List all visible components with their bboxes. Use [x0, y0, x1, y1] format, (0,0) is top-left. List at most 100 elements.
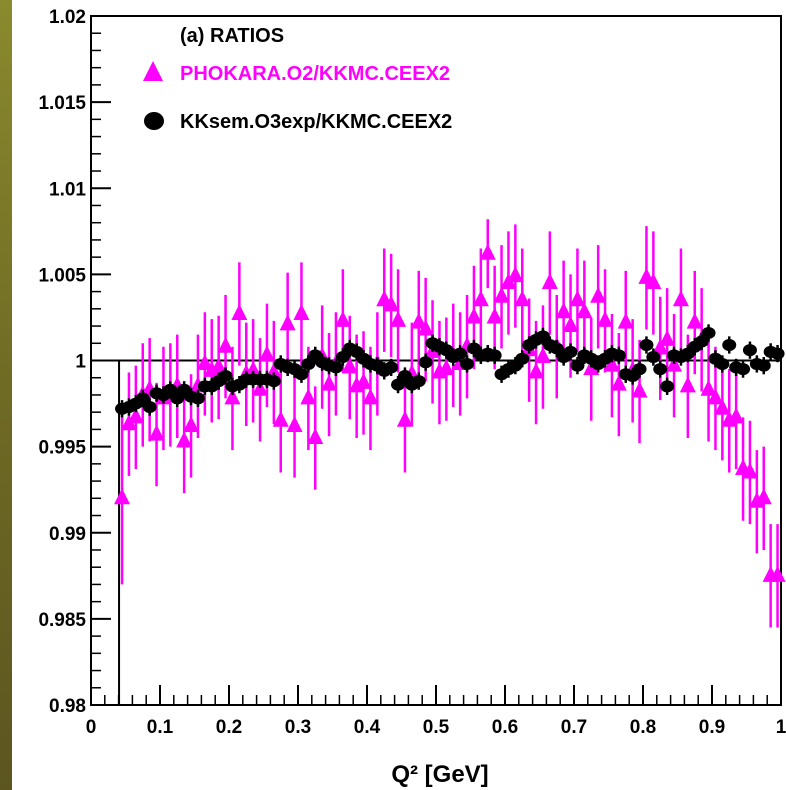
y-tick-label: 0.985	[38, 610, 86, 631]
x-tick-label: 0.6	[492, 717, 518, 738]
circle-point	[218, 370, 233, 383]
triangle-point	[114, 488, 131, 505]
triangle-point	[307, 428, 324, 445]
triangle-point	[334, 310, 351, 327]
triangle-point	[417, 319, 434, 336]
triangle-point	[714, 398, 731, 415]
decorative-side-strip	[0, 0, 12, 790]
circle-point	[135, 392, 150, 405]
legend: (a) RATIOS PHOKARA.O2/KKMC.CEEX2 KKsem.O3e…	[143, 25, 452, 133]
triangle-point	[493, 286, 510, 303]
triangle-point	[507, 266, 524, 283]
series-layer	[114, 219, 786, 628]
circle-point	[384, 361, 399, 374]
triangle-point	[755, 488, 772, 505]
triangle-point	[279, 314, 296, 331]
legend-circle-marker	[144, 112, 164, 130]
triangle-point	[438, 359, 455, 376]
circle-point	[397, 370, 412, 383]
triangle-point	[707, 388, 724, 405]
circle-point	[266, 375, 281, 388]
triangle-point	[741, 462, 758, 479]
triangle-point	[300, 388, 317, 405]
triangle-point	[652, 338, 669, 355]
y-tick-label: 0.995	[38, 438, 86, 459]
triangle-point	[562, 316, 579, 333]
circle-point	[632, 363, 647, 376]
x-tick-label: 0.4	[354, 717, 381, 738]
triangle-point	[396, 410, 413, 427]
y-tick-label: 0.98	[49, 696, 86, 717]
triangle-point	[645, 272, 662, 289]
legend-header: (a) RATIOS	[180, 25, 284, 47]
circle-point	[736, 363, 751, 376]
triangle-point	[355, 372, 372, 389]
triangle-point	[217, 336, 234, 353]
triangle-point	[148, 424, 165, 441]
circle-point	[411, 375, 426, 388]
x-tick-label: 0.7	[561, 717, 587, 738]
triangle-point	[272, 410, 289, 427]
legend-entry-kksem: KKsem.O3exp/KKMC.CEEX2	[180, 111, 452, 133]
triangle-point	[610, 374, 627, 391]
triangle-point	[286, 415, 303, 432]
triangle-point	[769, 565, 786, 582]
circle-point	[563, 345, 578, 358]
circle-point	[163, 383, 178, 396]
triangle-point	[210, 357, 227, 374]
circle-point	[535, 330, 550, 343]
triangle-point	[479, 243, 496, 260]
circle-point	[570, 359, 585, 372]
y-tick-label: 1.02	[49, 7, 86, 28]
circle-point	[460, 357, 475, 370]
circle-point	[190, 392, 205, 405]
circle-point	[694, 335, 709, 348]
triangle-point	[183, 415, 200, 432]
triangle-point	[362, 388, 379, 405]
triangle-point	[569, 290, 586, 307]
triangle-point	[590, 286, 607, 303]
triangle-point	[465, 307, 482, 324]
triangle-point	[659, 329, 676, 346]
circle-point	[742, 344, 757, 357]
triangle-point	[728, 407, 745, 424]
y-tick-label: 1.005	[38, 265, 86, 286]
circle-point	[453, 347, 468, 360]
legend-entry-phokara: PHOKARA.O2/KKMC.CEEX2	[180, 63, 450, 85]
circle-point	[715, 357, 730, 370]
circle-point	[487, 349, 502, 362]
circle-point	[722, 338, 737, 351]
triangle-point	[245, 360, 262, 377]
y-tick-label: 0.99	[49, 524, 86, 545]
triangle-point	[231, 303, 248, 320]
circle-point	[391, 378, 406, 391]
triangle-point	[555, 302, 572, 319]
triangle-point	[541, 272, 558, 289]
triangle-point	[700, 379, 717, 396]
triangle-point	[597, 310, 614, 327]
triangle-point	[472, 290, 489, 307]
circle-point	[142, 401, 157, 414]
x-tick-label: 0.9	[699, 717, 725, 738]
triangle-point	[258, 345, 275, 362]
y-tick-label: 1.01	[49, 179, 86, 200]
triangle-point	[679, 376, 696, 393]
triangle-point	[176, 431, 193, 448]
circle-point	[639, 338, 654, 351]
triangle-point	[672, 290, 689, 307]
circle-point	[294, 368, 309, 381]
x-tick-label: 0.2	[216, 717, 242, 738]
circle-point	[549, 342, 564, 355]
circle-point	[335, 351, 350, 364]
triangle-point	[576, 302, 593, 319]
x-axis-title: Q² [GeV]	[391, 761, 488, 788]
y-tick-label: 1	[75, 352, 86, 373]
circle-point	[301, 357, 316, 370]
triangle-point	[410, 312, 427, 329]
triangle-point	[341, 357, 358, 374]
circle-point	[653, 363, 668, 376]
circle-point	[170, 392, 185, 405]
x-tick-label: 0	[86, 717, 97, 738]
